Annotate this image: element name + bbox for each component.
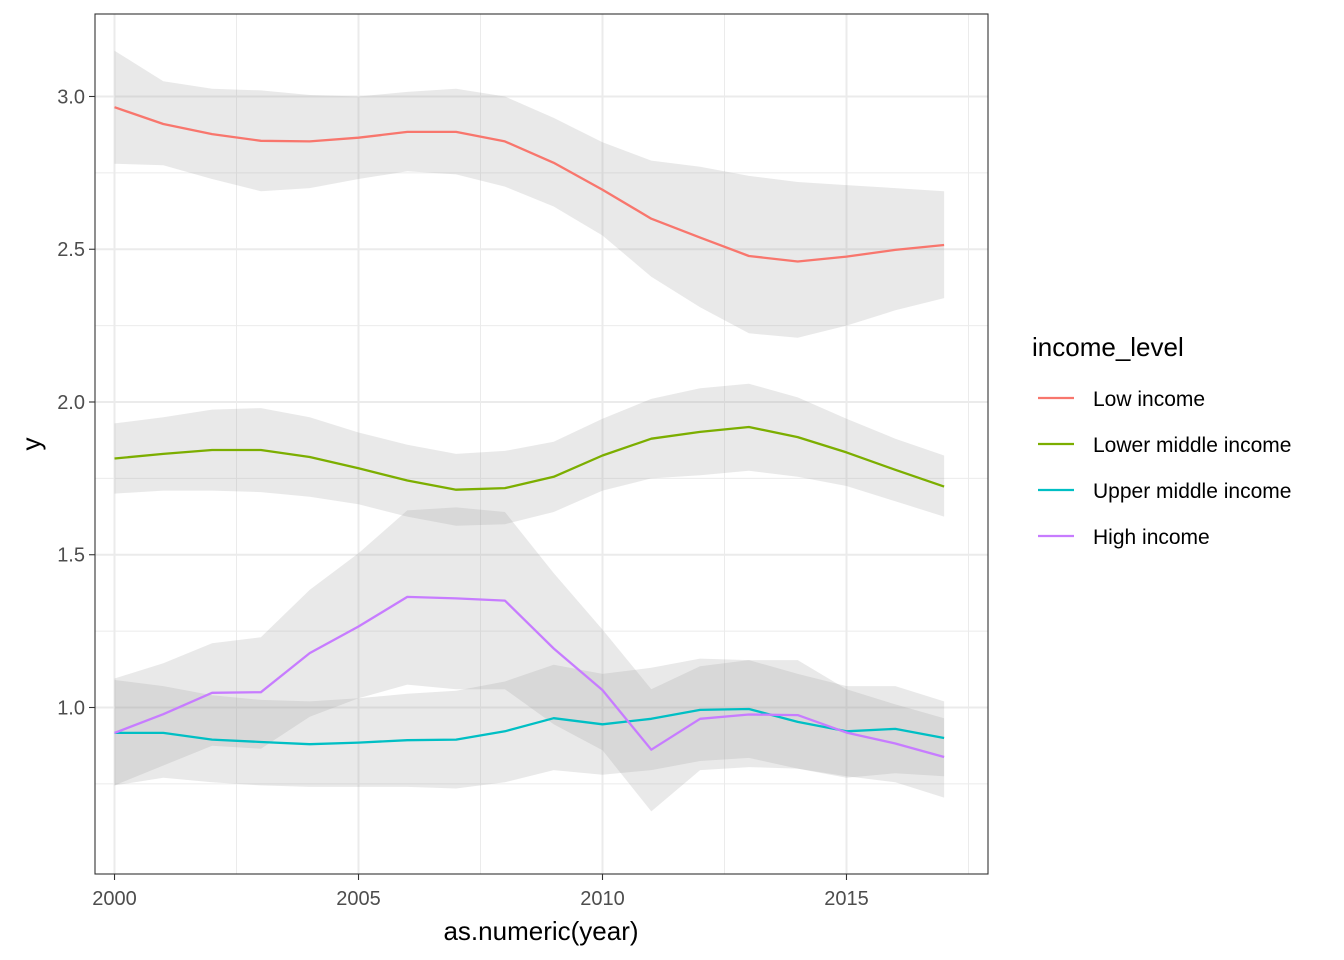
y-tick-label: 2.5 [57, 239, 85, 261]
legend-label: Lower middle income [1093, 434, 1291, 457]
confidence-ribbons [114, 50, 945, 812]
series-line-low-income [114, 106, 945, 263]
plot-border [94, 13, 989, 875]
x-axis-title: as.numeric(year) [443, 916, 638, 946]
legend: income_level Low income Lower middle inco… [1032, 332, 1291, 549]
series-line-high-income [114, 595, 945, 759]
legend-title: income_level [1032, 332, 1184, 362]
y-tick-label: 1.5 [57, 545, 85, 567]
legend-label: High income [1093, 526, 1210, 549]
series-line-upper-middle-income [114, 707, 945, 746]
ci-ribbon-upper-middle-income [114, 658, 945, 789]
x-axis-ticks: 2000 2005 2010 2015 [92, 874, 869, 910]
legend-item-upper-middle-income: Upper middle income [1038, 480, 1291, 503]
x-tick-label: 2000 [92, 888, 137, 910]
x-tick-label: 2010 [580, 888, 625, 910]
major-grid [95, 14, 988, 874]
ci-ribbon-lower-middle-income [114, 383, 945, 526]
y-axis-ticks: 1.0 1.5 2.0 2.5 3.0 [57, 86, 95, 719]
legend-item-high-income: High income [1038, 526, 1210, 549]
minor-grid [95, 14, 988, 874]
legend-label: Low income [1093, 388, 1205, 411]
y-tick-label: 3.0 [57, 86, 85, 108]
series-lines [114, 106, 945, 759]
y-tick-label: 1.0 [57, 697, 85, 719]
legend-label: Upper middle income [1093, 480, 1291, 503]
y-tick-label: 2.0 [57, 392, 85, 414]
ci-ribbon-high-income [114, 507, 945, 812]
legend-item-low-income: Low income [1038, 388, 1205, 411]
legend-item-lower-middle-income: Lower middle income [1038, 434, 1291, 457]
x-tick-label: 2015 [824, 888, 869, 910]
y-axis-title: y [16, 438, 46, 451]
series-line-lower-middle-income [114, 425, 945, 491]
ci-ribbon-low-income [114, 50, 945, 338]
x-tick-label: 2005 [336, 888, 381, 910]
